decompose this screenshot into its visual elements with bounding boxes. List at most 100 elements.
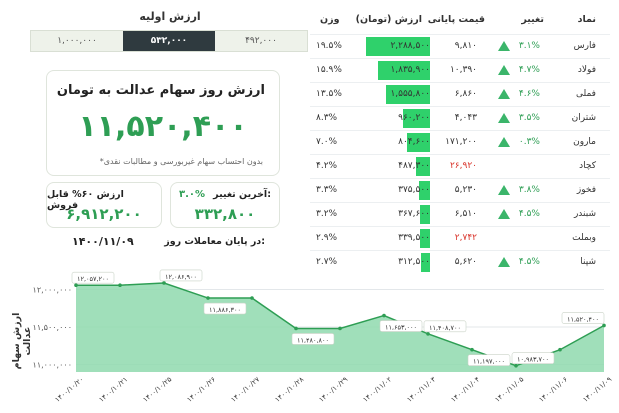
row-symbol: فارس (573, 41, 596, 51)
header-change: تغییر (521, 14, 544, 25)
up-arrow-icon (498, 137, 510, 147)
row-value: ۲,۲۸۸,۵۰۰ (390, 41, 430, 51)
row-value: ۸۰۴,۶۰۰ (398, 137, 430, 147)
table-row[interactable]: مارون ۰.۳% ۱۷۱,۲۰۰ ۸۰۴,۶۰۰ ۷.۰% (310, 130, 610, 154)
table-row[interactable]: فارس ۳.۱% ۹,۸۱۰ ۲,۲۸۸,۵۰۰ ۱۹.۵% (310, 34, 610, 58)
x-tick-label: ۱۴۰۰/۱۰/۲۰ (53, 375, 85, 403)
initial-value-selector: ۱,۰۰۰,۰۰۰ ۵۳۲,۰۰۰ ۴۹۲,۰۰۰ (30, 30, 308, 52)
row-value: ۳۷۵,۵۰۰ (398, 185, 430, 195)
x-tick-label: ۱۴۰۰/۱۱/۰۴ (449, 375, 481, 404)
up-arrow-icon (498, 185, 510, 195)
sellable-value-card: ارزش ۶۰% قابل فروش ۶,۹۱۲,۲۰۰ (46, 182, 162, 228)
row-price: ۹,۸۱۰ (454, 41, 477, 51)
value-bar (420, 229, 430, 248)
daily-value-note: *بدون احتساب سهام غیربورسی و مطالبات نقد… (99, 157, 263, 166)
table-row[interactable]: فملی ۴.۶% ۶,۸۶۰ ۱,۵۵۵,۸۰۰ ۱۳.۵% (310, 82, 610, 106)
daily-value-title: ارزش روز سهام عدالت به تومان (56, 83, 265, 98)
data-point (470, 347, 474, 352)
row-symbol: فملی (576, 89, 596, 99)
trading-day-label: در پایان معاملات روز: (164, 236, 265, 247)
row-value: ۳۶۷,۶۰۰ (398, 209, 430, 219)
table-body: فارس ۳.۱% ۹,۸۱۰ ۲,۲۸۸,۵۰۰ ۱۹.۵% فولاد ۴.۷% ۱۰,۳… (310, 34, 610, 274)
row-symbol: فخوز (576, 185, 596, 195)
row-price: ۶,۵۱۰ (454, 209, 477, 219)
data-point (514, 363, 518, 368)
initial-option-532000[interactable]: ۵۳۲,۰۰۰ (123, 31, 215, 51)
row-weight: ۱۵.۹% (316, 65, 342, 75)
data-point (558, 347, 562, 352)
row-weight: ۸.۳% (316, 113, 338, 123)
row-symbol: مارون (573, 137, 596, 147)
table-row[interactable]: شپنا ۴.۵% ۵,۶۲۰ ۳۱۲,۵۰۰ ۲.۷% (310, 250, 610, 274)
value-bar (419, 205, 430, 224)
table-row[interactable]: شبندر ۴.۵% ۶,۵۱۰ ۳۶۷,۶۰۰ ۳.۲% (310, 202, 610, 226)
point-label-box (561, 312, 605, 324)
daily-value-amount: ۱۱,۵۲۰,۴۰۰ (78, 109, 248, 144)
holdings-table: نماد تغییر قیمت پایانی ارزش (تومان) وزن … (310, 8, 610, 274)
value-bar (421, 253, 430, 272)
initial-option-1000000[interactable]: ۱,۰۰۰,۰۰۰ (31, 31, 123, 51)
point-label: ۱۲,۰۸۶,۹۰۰ (165, 273, 197, 281)
point-label: ۱۰,۹۸۳,۷۰۰ (517, 356, 549, 364)
point-label-box (511, 352, 555, 365)
value-bar (366, 37, 430, 56)
row-weight: ۳.۳% (316, 185, 338, 195)
table-row[interactable]: فخوز ۳.۸% ۵,۲۳۰ ۳۷۵,۵۰۰ ۳.۳% (310, 178, 610, 202)
row-weight: ۲.۹% (316, 233, 338, 243)
trading-day-date: ۱۴۰۰/۱۱/۰۹ (72, 235, 134, 248)
x-tick-label: ۱۴۰۰/۱۱/۰۲ (361, 375, 393, 404)
up-arrow-icon (498, 257, 510, 267)
table-row[interactable]: کچاد ۲۶,۹۲۰ ۴۸۷,۳۰۰ ۴.۲% (310, 154, 610, 178)
row-change: ۳.۸% (518, 185, 540, 195)
x-tick-label: ۱۴۰۰/۱۱/۰۵ (493, 375, 525, 404)
table-row[interactable]: شتران ۳.۵% ۴,۰۴۳ ۹۶۰,۲۰۰ ۸.۳% (310, 106, 610, 130)
point-label: ۱۱,۸۸۶,۳۰۰ (209, 306, 241, 314)
row-weight: ۱۳.۵% (316, 89, 342, 99)
value-bar (377, 61, 430, 80)
up-arrow-icon (498, 113, 510, 123)
x-tick-label: ۱۴۰۰/۱۰/۲۹ (317, 375, 349, 404)
up-arrow-icon (498, 65, 510, 75)
row-price: ۲۶,۹۲۰ (449, 161, 477, 171)
table-row[interactable]: فولاد ۴.۷% ۱۰,۳۹۰ ۱,۸۳۵,۹۰۰ ۱۵.۹% (310, 58, 610, 82)
row-value: ۳۳۹,۵۰۰ (398, 233, 430, 243)
row-weight: ۴.۲% (316, 161, 338, 171)
last-change-label: آخرین تغییر: (213, 189, 271, 200)
point-label-box (159, 269, 203, 282)
point-label-box (467, 354, 511, 367)
x-tick-label: ۱۴۰۰/۱۱/۰۹ (581, 375, 613, 404)
row-symbol: وبملت (572, 233, 596, 243)
point-label-box (423, 320, 467, 333)
value-bar (419, 181, 430, 200)
value-bar (416, 157, 430, 176)
point-label: ۱۱,۴۰۸,۷۰۰ (429, 324, 461, 332)
header-symbol: نماد (577, 14, 596, 25)
point-label-box (379, 320, 423, 332)
row-weight: ۲.۷% (316, 257, 338, 267)
row-weight: ۷.۰% (316, 137, 338, 147)
row-price: ۵,۲۳۰ (454, 185, 477, 195)
point-label: ۱۲,۰۵۷,۲۰۰ (77, 275, 109, 283)
initial-option-492000[interactable]: ۴۹۲,۰۰۰ (215, 31, 307, 51)
point-label: ۱۱,۶۵۳,۰۰۰ (385, 324, 417, 332)
table-row[interactable]: وبملت ۲,۷۴۲ ۳۳۹,۵۰۰ ۲.۹% (310, 226, 610, 250)
row-price: ۱۷۱,۲۰۰ (445, 137, 477, 147)
table-header: نماد تغییر قیمت پایانی ارزش (تومان) وزن (310, 8, 610, 34)
data-point (382, 313, 386, 318)
value-chart: ۱۲,۰۰۰,۰۰۰ ۱۱,۵۰۰,۰۰۰ ۱۱,۰۰۰,۰۰۰ ۱۲,۰۵۷,۲۰۰… (33, 269, 613, 404)
row-value: ۱,۸۳۵,۹۰۰ (390, 65, 430, 75)
x-tick-label: ۱۴۰۰/۱۰/۲۱ (97, 375, 129, 403)
value-bar (402, 109, 430, 128)
row-change: ۴.۷% (518, 65, 540, 75)
row-symbol: کچاد (579, 161, 596, 171)
row-change: ۳.۱% (518, 41, 540, 51)
row-symbol: فولاد (577, 65, 596, 75)
row-price: ۵,۶۲۰ (454, 257, 477, 267)
row-weight: ۱۹.۵% (316, 41, 342, 51)
up-arrow-icon (498, 209, 510, 219)
header-weight: وزن (320, 14, 340, 25)
x-tick-label: ۱۴۰۰/۱۰/۲۷ (229, 375, 261, 404)
last-change-value: ۳۳۲,۸۰۰ (194, 205, 256, 223)
row-symbol: شپنا (580, 257, 596, 267)
row-change: ۴.۶% (518, 89, 540, 99)
